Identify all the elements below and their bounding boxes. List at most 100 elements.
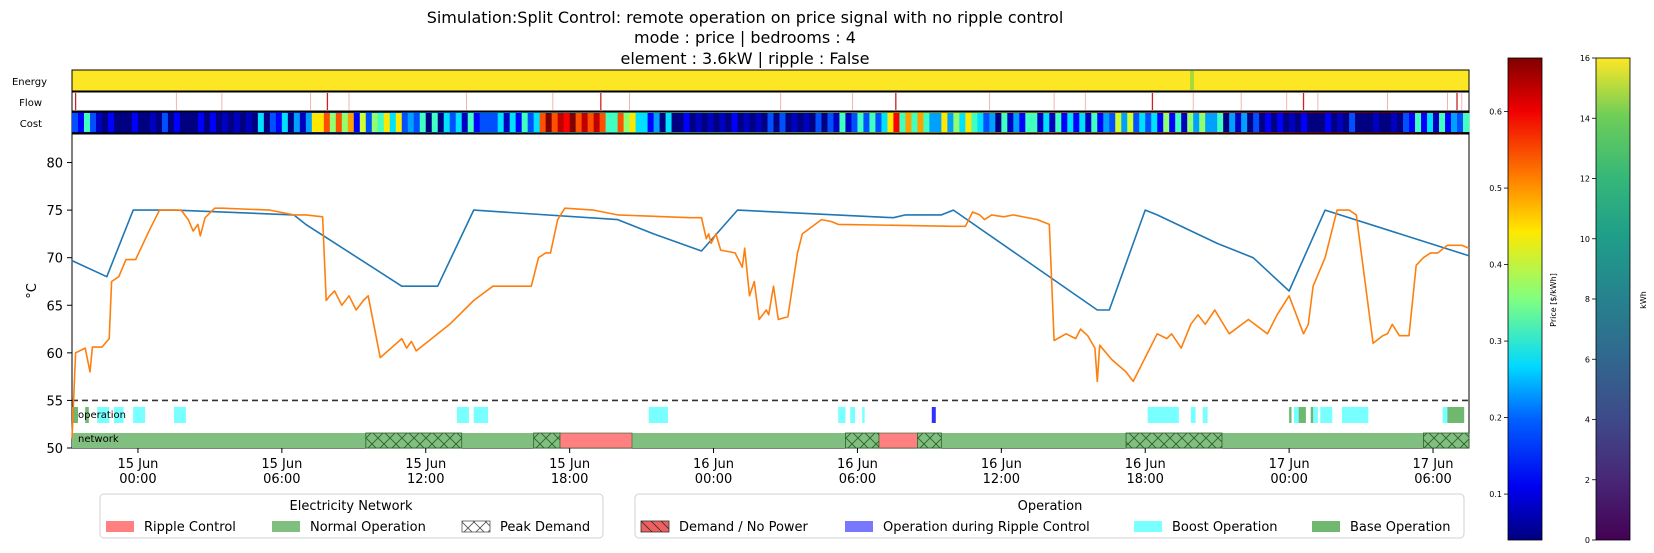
cost-cell [479,113,487,132]
cost-cell [341,113,349,132]
cost-cell [749,113,756,132]
cost-cell [1001,113,1008,132]
cost-cell [767,113,774,132]
cost-cell [683,113,690,132]
cost-cell [659,113,666,132]
operation-legend [634,493,1465,539]
cost-cell [959,113,966,132]
x-tick-label: 15 Jun 00:00 [117,457,158,487]
y-tick-label: 65 [46,299,63,314]
cost-cell [1253,113,1260,132]
boost-operation-mark [173,407,186,423]
cost-cell [1457,113,1464,132]
cost-cell [227,113,235,132]
cost-cell [593,113,601,132]
cost-cell [845,113,852,132]
boost-operation-mark [113,407,124,423]
cost-cell [869,113,876,132]
cost-cell [797,113,804,132]
cost-cell [821,113,828,132]
y-axis-label: °C [25,283,40,299]
cost-cell [347,113,355,132]
y-axis: 50 55 60 65 70 75 80 [46,157,72,457]
cost-cell [323,113,331,132]
base-operation-mark [1289,407,1292,423]
network-peak-demand-region [533,432,561,449]
cost-cell [1421,113,1428,132]
base-operation-mark [85,407,89,423]
cost-cell [131,113,139,132]
cost-cell [101,113,109,132]
cost-cell [857,113,864,132]
cost-cell [1049,113,1056,132]
network-peak-demand-region [916,432,942,449]
cost-cell [389,113,397,132]
cost-cell [1163,113,1170,132]
cost-cell [1061,113,1068,132]
colorbar-tick-label: 4 [1585,416,1590,425]
flow-strip-label: Flow [19,98,42,109]
cost-cell [1283,113,1290,132]
cost-cell [1073,113,1080,132]
chart-title-line3: element : 3.6kW | ripple : False [621,49,870,68]
cost-cell [779,113,786,132]
cost-cell [587,113,595,132]
cost-cell [713,113,720,132]
colorbar-tick-label: 10 [1580,235,1590,244]
cost-cell [1343,113,1350,132]
network-normal-region [72,433,1469,448]
cost-cell [1397,113,1404,132]
cost-cell [1445,113,1452,132]
cost-cell [1199,113,1206,132]
flow-strip [71,91,1470,112]
cost-cell [161,113,169,132]
y-tick-label: 70 [46,252,63,267]
legend-swatch-base-operation [1312,521,1340,532]
cost-cell [653,113,660,132]
legend-label-demand-no-power: Demand / No Power [679,520,809,535]
cost-cell [521,113,529,132]
energy-colorbar-label: kWh [1639,291,1648,309]
cost-cell [125,113,133,132]
legend-label-peak-demand: Peak Demand [500,520,590,535]
cost-cell [1211,113,1218,132]
cost-cell [905,113,912,132]
cost-cell [1361,113,1368,132]
boost-operation-mark [97,407,110,423]
cost-cell [167,113,175,132]
cost-cell [695,113,702,132]
x-tick-label: 16 Jun 00:00 [693,457,734,487]
boost-operation-mark [862,407,865,423]
cost-cell [257,113,265,132]
boost-operation-mark [1147,407,1179,423]
cost-cell [467,113,475,132]
cost-cell [191,113,199,132]
cost-cell [1151,113,1158,132]
cost-cell [1223,113,1230,132]
cost-cell [137,113,145,132]
cost-cell [737,113,744,132]
cost-cell [923,113,930,132]
cost-cell [731,113,738,132]
cost-cell [1043,113,1050,132]
cost-cell [497,113,505,132]
cost-cell [449,113,457,132]
base-operation-mark [1310,407,1314,423]
cost-cell [599,113,607,132]
cost-cell [1121,113,1128,132]
cost-cell [881,113,888,132]
cost-cell [1325,113,1332,132]
cost-cell [611,113,619,132]
cost-cell [1463,113,1470,132]
cost-cell [899,113,906,132]
cost-cell [107,113,115,132]
cost-cell [1055,113,1062,132]
operation-band-label: operation [78,410,126,421]
legend-label-operation-during-ripple-control: Operation during Ripple Control [883,520,1090,535]
cost-cell [581,113,589,132]
network-peak-demand-region [1423,432,1470,449]
boost-operation-mark [1202,407,1208,423]
cost-cell [623,113,631,132]
cost-cell [1337,113,1344,132]
boost-operation-mark [1341,407,1369,423]
